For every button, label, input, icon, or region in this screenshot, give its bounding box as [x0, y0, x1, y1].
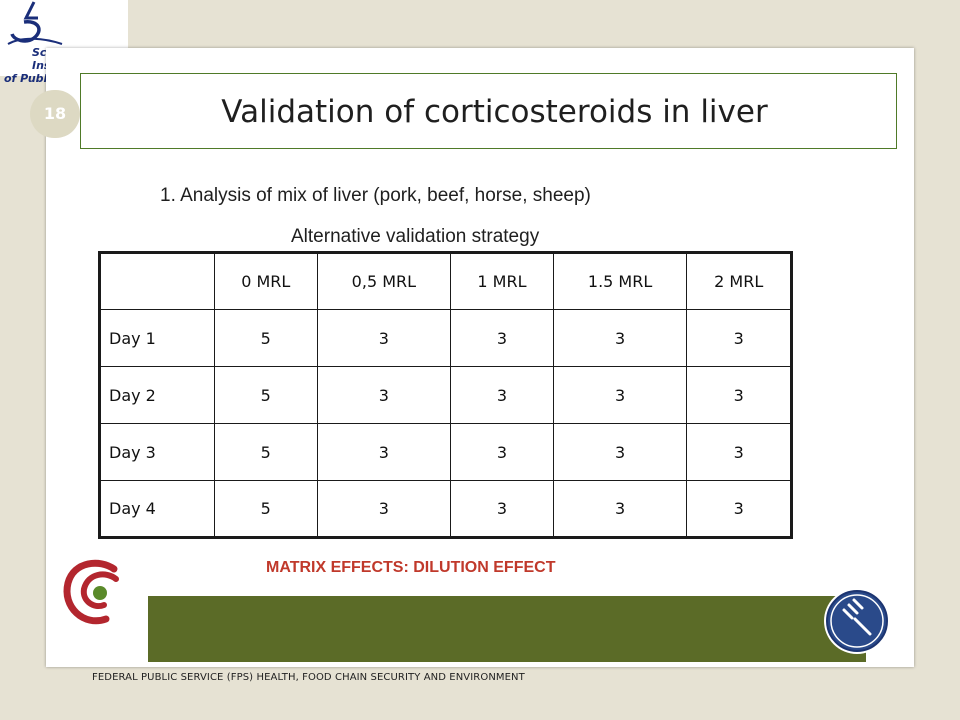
table-cell: 5	[214, 423, 318, 481]
slide-number: 18	[30, 90, 80, 138]
slide-subtitle: 1. Analysis of mix of liver (pork, beef,…	[160, 185, 591, 206]
scientific-institute-logo-icon	[7, 1, 63, 45]
matrix-effects-note: MATRIX EFFECTS: DILUTION EFFECT	[266, 559, 556, 576]
table-row: Day 2 5 3 3 3 3	[99, 366, 792, 424]
table-header-cell: 1.5 MRL	[552, 252, 688, 310]
table-cell: 3	[316, 366, 452, 424]
strategy-label: Alternative validation strategy	[291, 226, 540, 247]
table-cell: 5	[214, 366, 318, 424]
table-cell: 3	[686, 480, 792, 538]
title-box: Validation of corticosteroids in liver	[80, 73, 897, 149]
table-cell: 3	[686, 309, 792, 367]
table-cell: 3	[552, 309, 688, 367]
table-header-cell: 0,5 MRL	[316, 252, 452, 310]
validation-table: 0 MRL 0,5 MRL 1 MRL 1.5 MRL 2 MRL Day 1 …	[98, 251, 793, 539]
table-cell: 3	[552, 366, 688, 424]
footer-text: FEDERAL PUBLIC SERVICE (FPS) HEALTH, FOO…	[92, 672, 525, 683]
table-row: Day 4 5 3 3 3 3	[99, 480, 792, 538]
table-cell: 3	[316, 309, 452, 367]
table-cell: 3	[686, 366, 792, 424]
table-cell: 3	[316, 480, 452, 538]
table-row: Day 3 5 3 3 3 3	[99, 423, 792, 481]
table-cell: 3	[552, 423, 688, 481]
table-cell: 3	[450, 309, 554, 367]
health-swirl-logo-icon	[63, 559, 119, 625]
table-header-cell: 2 MRL	[686, 252, 792, 310]
table-header-cell: 0 MRL	[214, 252, 318, 310]
fork-food-chain-icon	[824, 588, 890, 654]
table-header-row: 0 MRL 0,5 MRL 1 MRL 1.5 MRL 2 MRL	[99, 252, 792, 310]
table-row: Day 1 5 3 3 3 3	[99, 309, 792, 367]
table-header-cell	[99, 252, 215, 310]
row-label: Day 3	[99, 423, 215, 481]
table-header-cell: 1 MRL	[450, 252, 554, 310]
table-cell: 3	[450, 480, 554, 538]
row-label: Day 1	[99, 309, 215, 367]
table-cell: 3	[552, 480, 688, 538]
row-label: Day 2	[99, 366, 215, 424]
row-label: Day 4	[99, 480, 215, 538]
table-cell: 3	[686, 423, 792, 481]
table-cell: 3	[450, 423, 554, 481]
slide-title: Validation of corticosteroids in liver	[221, 94, 768, 130]
table-cell: 3	[450, 366, 554, 424]
table-cell: 5	[214, 309, 318, 367]
table-cell: 3	[316, 423, 452, 481]
table-cell: 5	[214, 480, 318, 538]
footer-band	[146, 596, 866, 662]
